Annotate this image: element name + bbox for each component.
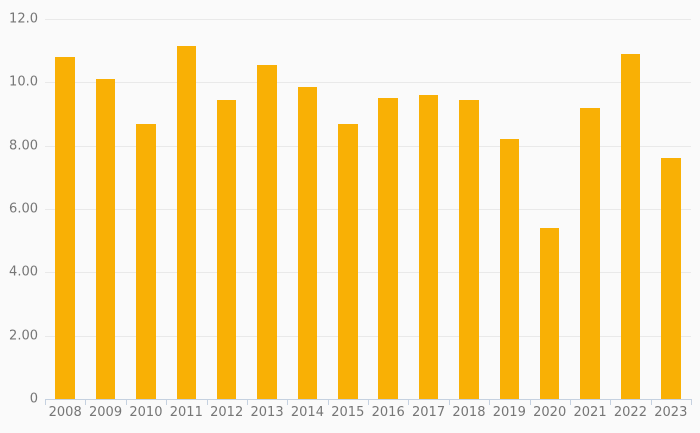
x-axis-tick-label: 2008 <box>48 405 82 420</box>
y-axis-tick-label: 12.0 <box>9 11 38 27</box>
bar-2014 <box>297 87 318 399</box>
x-axis-tick <box>206 399 208 405</box>
x-axis-tick-label: 2023 <box>654 405 688 420</box>
x-axis-tick <box>650 399 652 405</box>
bar-2010 <box>136 123 156 399</box>
bar-2022 <box>620 53 641 399</box>
bar-2020 <box>539 228 560 399</box>
x-axis-tick-label: 2018 <box>452 405 486 420</box>
x-axis-tick-label: 2011 <box>169 405 203 420</box>
bar-2011 <box>176 45 197 399</box>
gridline <box>45 272 691 274</box>
x-axis-tick <box>489 399 491 405</box>
x-axis-tick-label: 2016 <box>371 405 405 420</box>
bar-2023 <box>661 158 681 399</box>
x-axis-tick-label: 2017 <box>412 405 446 420</box>
x-axis-tick-label: 2013 <box>250 405 284 420</box>
x-axis-tick <box>529 399 531 405</box>
y-axis-tick-label: 10.0 <box>9 74 38 90</box>
x-axis-tick-label: 2021 <box>573 405 607 420</box>
gridline <box>45 335 691 337</box>
bar-2013 <box>257 64 277 399</box>
x-axis-tick <box>287 399 289 405</box>
x-axis-tick-label: 2019 <box>492 405 526 420</box>
bar-2012 <box>216 99 237 399</box>
x-axis-tick <box>368 399 369 405</box>
bar-2016 <box>378 98 398 399</box>
y-axis-tick-label: 2.00 <box>9 328 38 344</box>
x-axis-tick-label: 2022 <box>613 405 647 420</box>
x-axis-tick <box>45 399 46 405</box>
bar-2008 <box>55 57 75 399</box>
y-axis-tick-label: 8.00 <box>9 138 38 154</box>
gridline <box>45 82 691 84</box>
x-axis-tick <box>166 399 168 405</box>
x-axis-tick-label: 2014 <box>290 405 324 420</box>
x-axis-tick-label: 2012 <box>210 405 244 420</box>
x-axis-tick <box>408 399 410 405</box>
bar-2021 <box>580 107 600 399</box>
gridline <box>45 145 691 147</box>
gridline <box>45 19 691 20</box>
y-axis-tick-label: 0 <box>29 391 38 407</box>
x-axis-tick-label: 2015 <box>331 405 365 420</box>
y-axis-tick-label: 4.00 <box>9 264 38 280</box>
x-axis-tick <box>610 399 612 405</box>
x-axis-tick <box>691 399 692 405</box>
y-axis-tick-label: 6.00 <box>9 201 38 217</box>
gridline <box>45 209 691 210</box>
bar-2019 <box>499 139 520 399</box>
bar-2017 <box>418 95 439 399</box>
x-axis-tick-label: 2009 <box>89 405 123 420</box>
x-axis-tick-label: 2010 <box>129 405 163 420</box>
x-axis-tick <box>125 399 127 405</box>
x-axis-tick-label: 2020 <box>533 405 567 420</box>
bar-2015 <box>338 123 358 399</box>
x-axis-tick <box>246 399 248 405</box>
x-axis-tick <box>85 399 87 405</box>
x-axis-tick <box>448 399 450 405</box>
x-axis-tick <box>569 399 571 405</box>
x-axis-tick <box>327 399 329 405</box>
bar-2018 <box>459 99 479 399</box>
bar-2009 <box>95 79 116 399</box>
